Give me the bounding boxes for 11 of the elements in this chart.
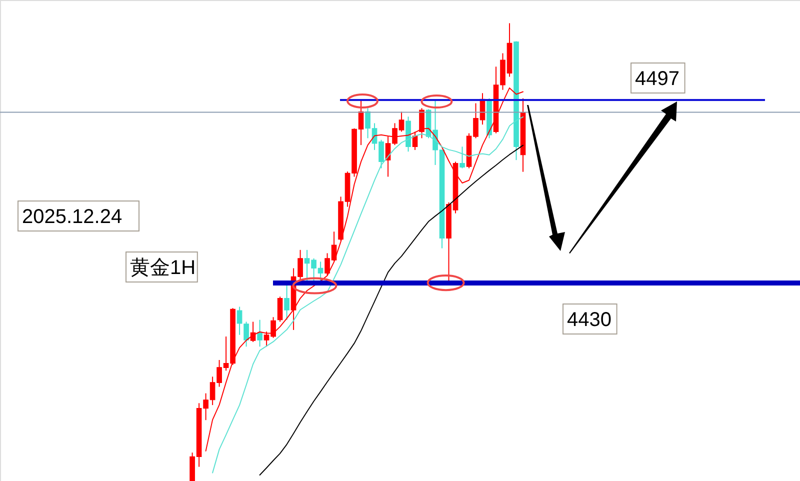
candlestick — [257, 319, 262, 348]
candlestick — [244, 321, 249, 348]
candlestick — [460, 146, 465, 169]
candlestick — [284, 284, 290, 320]
annotation: 黄金1H — [130, 257, 196, 279]
candlestick — [277, 296, 283, 322]
candlestick — [236, 306, 242, 336]
ref-line-label: 4430 — [567, 309, 612, 331]
ref-line-label: 4497 — [635, 68, 680, 90]
text: 2025.12.24 — [22, 206, 122, 228]
candlestick — [419, 108, 424, 139]
